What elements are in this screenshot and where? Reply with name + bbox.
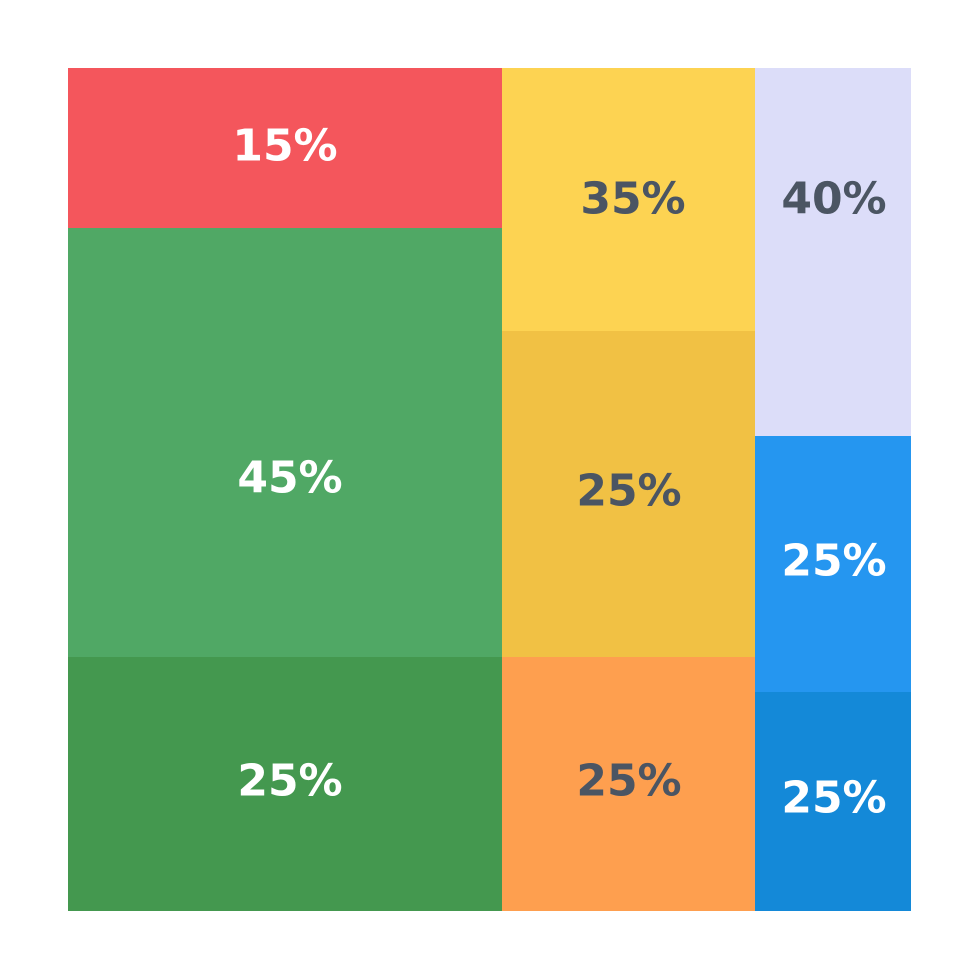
treemap-cell-label-c3-r2: 25% [781,536,886,587]
treemap-cell-c3-r2 [755,436,911,692]
treemap-cell-c2-r1 [502,68,755,331]
treemap-cell-label-c2-r2: 25% [576,466,681,517]
treemap-cell-label-c2-r3: 25% [576,756,681,807]
treemap-cell-label-c2-r1: 35% [580,174,685,225]
treemap-cell-c1-r3 [68,657,502,911]
treemap-cell-label-c3-r1: 40% [781,174,886,225]
treemap-cell-label-c1-r1: 15% [232,121,337,172]
treemap-cell-c3-r3 [755,692,911,911]
treemap-cell-c2-r2 [502,331,755,657]
treemap-cell-c3-r1 [755,68,911,436]
treemap-cell-c1-r2 [68,228,502,657]
treemap-cell-label-c3-r3: 25% [781,773,886,824]
treemap-cell-label-c1-r3: 25% [237,756,342,807]
treemap-cell-label-c1-r2: 45% [237,453,342,504]
treemap-cell-c1-r1 [68,68,502,228]
treemap-cell-c2-r3 [502,657,755,911]
